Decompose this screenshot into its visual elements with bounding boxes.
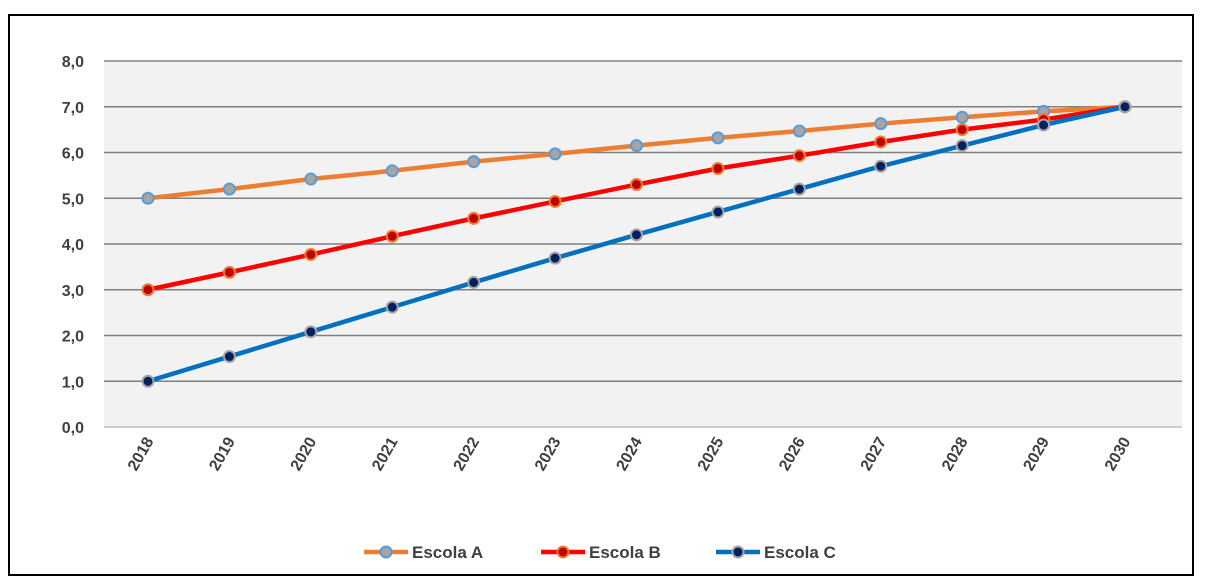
data-point <box>222 350 236 364</box>
y-tick-label: 7,0 <box>62 100 84 117</box>
data-point <box>711 162 725 176</box>
data-point <box>222 182 236 196</box>
y-tick-label: 4,0 <box>62 237 84 254</box>
data-point <box>955 123 969 137</box>
data-point <box>874 159 888 173</box>
chart-frame: 0,0 1,0 2,0 3,0 4,0 5,0 6,0 7,0 8,0 2018 2019 2020… <box>8 14 1194 576</box>
series-3 <box>141 100 1132 388</box>
y-tick-label: 8,0 <box>62 54 84 71</box>
data-point <box>1118 100 1132 114</box>
data-point <box>141 191 155 205</box>
y-axis-ticks: 0,0 1,0 2,0 3,0 4,0 5,0 6,0 7,0 8,0 <box>62 54 84 437</box>
data-point <box>304 325 318 339</box>
data-point <box>548 251 562 265</box>
data-point <box>1037 118 1051 132</box>
legend-label: Escola C <box>764 543 836 562</box>
x-tick-label: 2028 <box>939 434 972 473</box>
legend-label: Escola B <box>589 543 661 562</box>
x-tick-label: 2027 <box>858 434 891 473</box>
y-tick-label: 2,0 <box>62 329 84 346</box>
data-point <box>874 117 888 131</box>
data-point <box>630 228 643 242</box>
y-tick-label: 1,0 <box>62 374 84 391</box>
y-tick-label: 5,0 <box>62 191 84 208</box>
data-point <box>630 178 643 192</box>
legend-label: Escola A <box>412 543 483 562</box>
legend-entry: Escola C <box>716 543 836 562</box>
x-tick-label: 2025 <box>695 434 728 473</box>
data-point <box>467 211 481 225</box>
data-point <box>548 194 562 208</box>
x-tick-label: 2030 <box>1102 434 1135 473</box>
legend-marker-swatch <box>556 545 570 559</box>
data-point <box>141 374 155 388</box>
legend-marker-swatch <box>379 545 393 559</box>
series-lines <box>141 100 1132 388</box>
y-tick-label: 0,0 <box>62 420 84 437</box>
x-tick-label: 2021 <box>369 434 402 473</box>
x-tick-label: 2018 <box>125 434 158 473</box>
data-point <box>467 275 481 289</box>
gridlines <box>104 60 1182 428</box>
data-point <box>222 265 236 279</box>
data-point <box>385 229 399 243</box>
data-point <box>711 131 725 145</box>
x-tick-label: 2020 <box>288 434 321 473</box>
data-point <box>874 135 888 149</box>
x-tick-label: 2026 <box>776 434 809 473</box>
legend-entry: Escola A <box>364 543 483 562</box>
data-point <box>304 172 318 186</box>
data-point <box>711 205 725 219</box>
data-point <box>792 149 806 163</box>
data-point <box>792 124 806 138</box>
x-tick-label: 2029 <box>1021 434 1054 473</box>
x-tick-label: 2019 <box>206 434 239 473</box>
data-point <box>141 283 155 297</box>
legend-marker-swatch <box>731 545 745 559</box>
line-chart: 0,0 1,0 2,0 3,0 4,0 5,0 6,0 7,0 8,0 2018 2019 2020… <box>62 54 1182 562</box>
data-point <box>467 155 481 169</box>
data-point <box>385 164 399 178</box>
y-tick-label: 6,0 <box>62 146 84 163</box>
legend-entry: Escola B <box>541 543 661 562</box>
data-point <box>304 248 318 262</box>
data-point <box>955 110 969 124</box>
data-point <box>385 300 399 314</box>
x-tick-label: 2023 <box>532 434 565 473</box>
x-tick-label: 2024 <box>613 434 646 473</box>
y-tick-label: 3,0 <box>62 283 84 300</box>
data-point <box>792 182 806 196</box>
x-axis-ticks: 2018 2019 2020 2021 2022 2023 2024 2025 2026 2027… <box>125 434 1135 473</box>
legend: Escola A Escola B Escola C <box>364 543 836 562</box>
data-point <box>955 139 969 153</box>
x-tick-label: 2022 <box>451 434 484 473</box>
data-point <box>630 139 643 153</box>
data-point <box>548 147 562 161</box>
